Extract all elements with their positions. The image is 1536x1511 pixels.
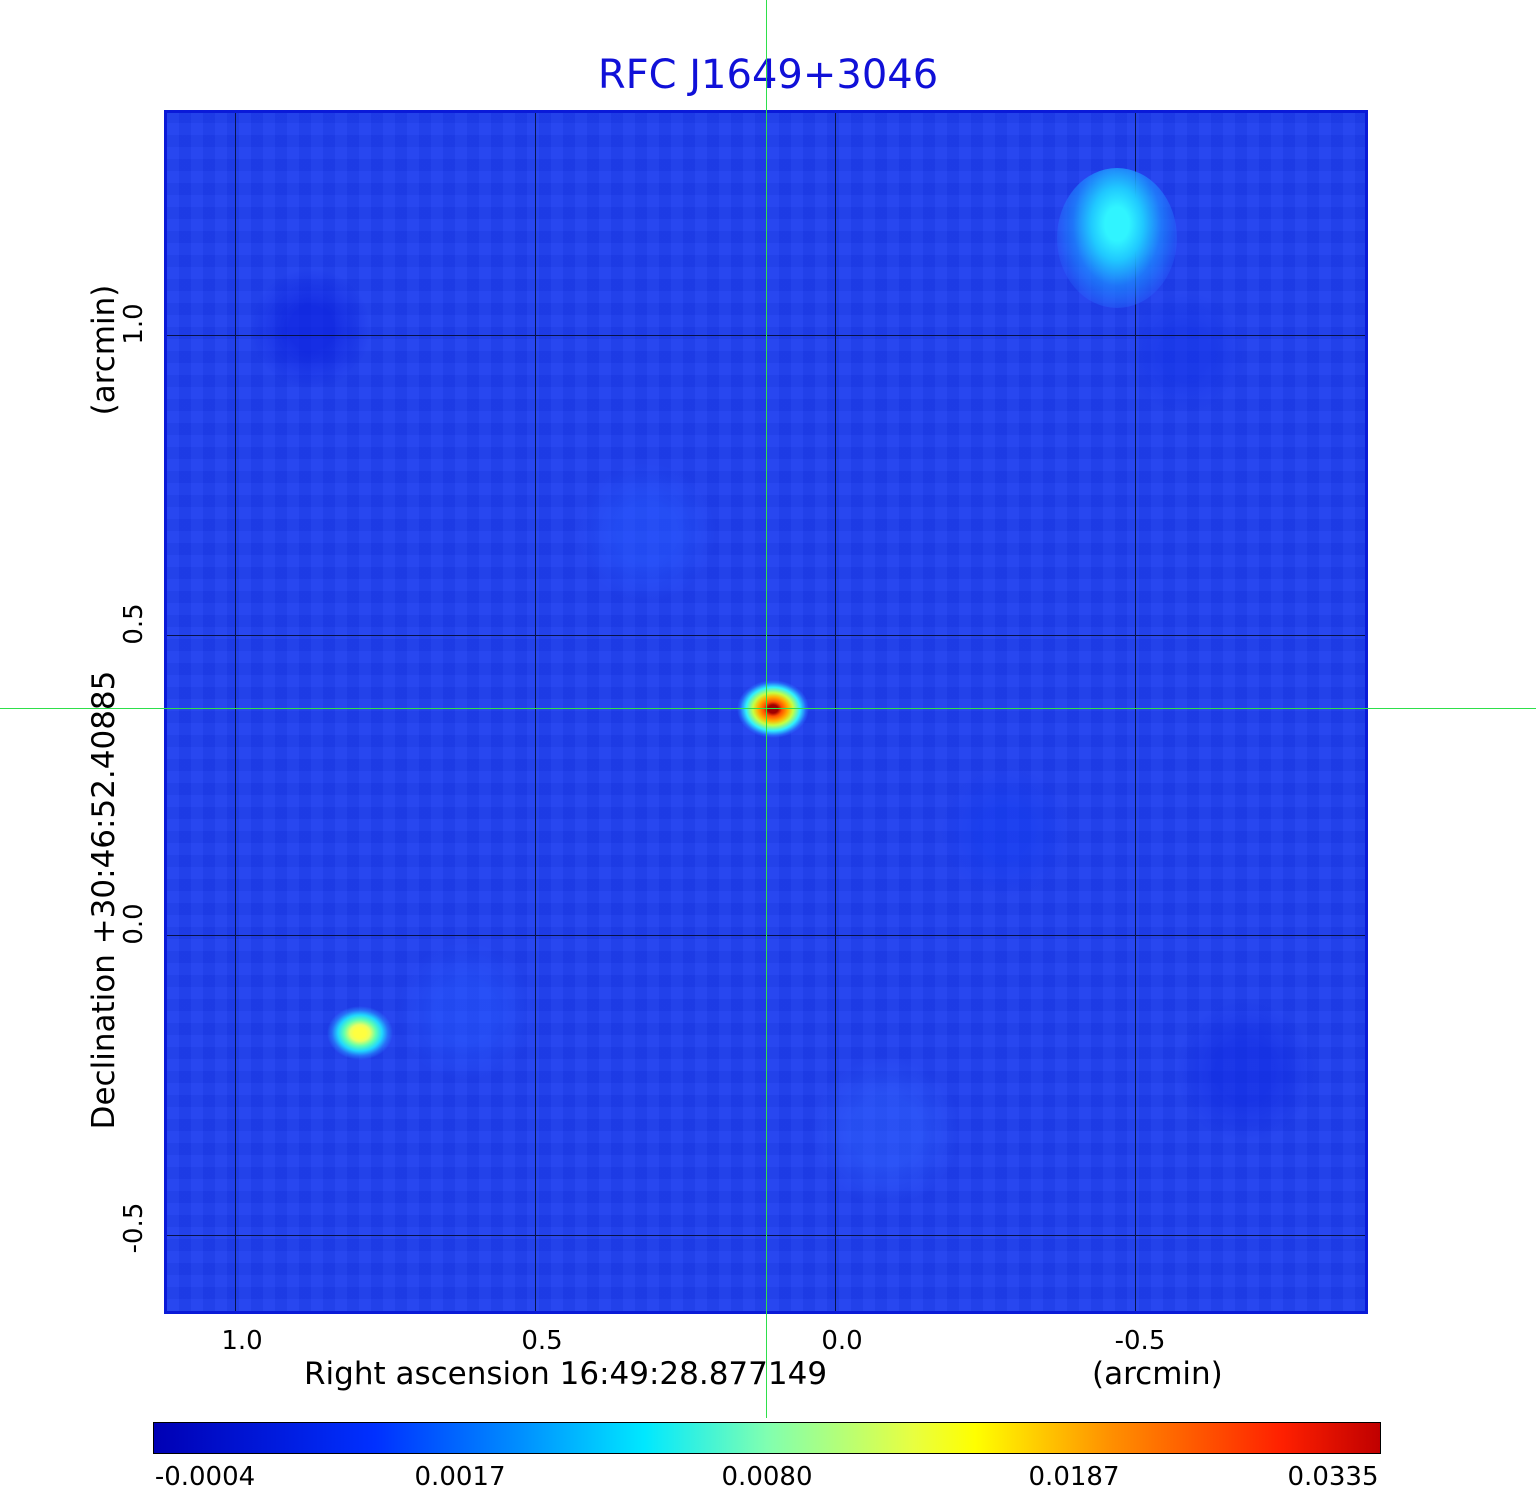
- x-axis-unit: (arcmin): [1092, 1356, 1223, 1392]
- colorbar-tick-label: 0.0187: [1028, 1462, 1120, 1492]
- y-tick-label: 0.0: [119, 903, 149, 945]
- colorbar-tick-label: 0.0335: [1287, 1462, 1379, 1492]
- grid-line-ra-1.0: [235, 113, 236, 1311]
- colorbar-tick-label: -0.0004: [154, 1462, 256, 1492]
- colorbar-tick-label: 0.0080: [721, 1462, 813, 1492]
- grid-line-ra-0.0: [835, 113, 836, 1311]
- image-title: RFC J1649+3046: [597, 52, 939, 98]
- northwest-source: [1057, 168, 1177, 308]
- colorbar-tick-label: 0.0017: [414, 1462, 506, 1492]
- x-tick-label: -0.5: [1114, 1326, 1166, 1356]
- central-source: [737, 680, 809, 738]
- x-tick-label: 0.0: [821, 1326, 863, 1356]
- southeast-source: [327, 1006, 393, 1060]
- y-axis-label: Declination +30:46:52.40885: [86, 670, 122, 1130]
- y-tick-label: 1.0: [119, 303, 149, 345]
- crosshair-vertical: [766, 0, 767, 1418]
- y-tick-label: -0.5: [119, 1202, 149, 1254]
- y-axis-unit: (arcmin): [86, 284, 122, 416]
- crosshair-horizontal: [0, 708, 1536, 709]
- x-axis-label: Right ascension 16:49:28.877149: [304, 1356, 828, 1392]
- x-tick-label: 1.0: [221, 1326, 263, 1356]
- x-tick-label: 0.5: [521, 1326, 563, 1356]
- colorbar: [153, 1422, 1381, 1454]
- grid-line-ra-minus-0.5: [1135, 113, 1136, 1311]
- y-tick-label: 0.5: [119, 603, 149, 645]
- grid-line-ra-0.5: [535, 113, 536, 1311]
